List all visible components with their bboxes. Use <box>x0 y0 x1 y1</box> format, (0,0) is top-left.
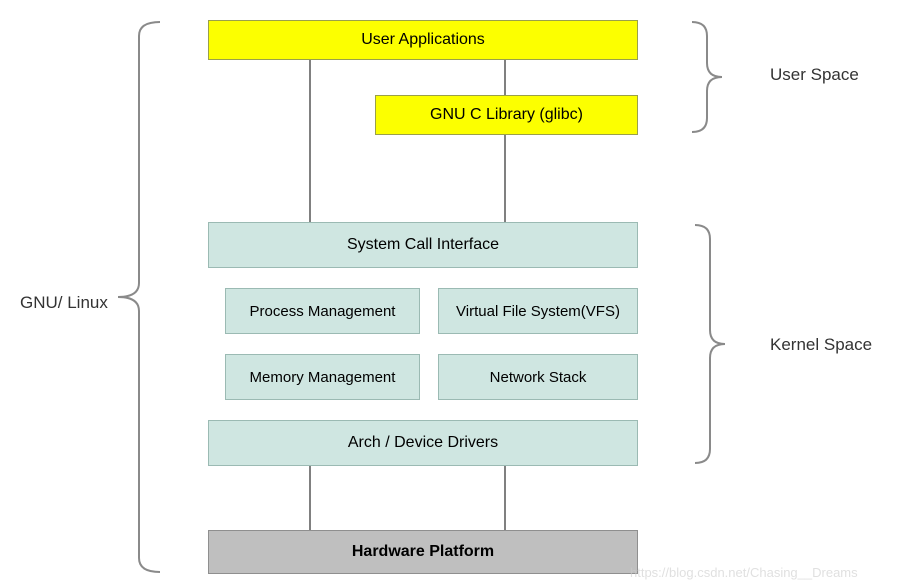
box-label: Process Management <box>250 303 396 320</box>
label-gnu-linux: GNU/ Linux <box>20 293 108 313</box>
box-label: Memory Management <box>250 369 396 386</box>
box-label: System Call Interface <box>347 236 499 254</box>
box-label: Hardware Platform <box>352 543 494 561</box>
label-kernel-space: Kernel Space <box>770 335 872 355</box>
connector-arch-to-hw-right <box>505 466 506 530</box>
brace-user-space <box>692 22 724 134</box>
connector-userapps-to-syscall <box>310 60 311 222</box>
connector-glibc-to-syscall <box>505 135 506 222</box>
box-process-management: Process Management <box>225 288 420 334</box>
diagram-canvas: User Applications GNU C Library (glibc) … <box>0 0 915 586</box>
box-user-applications: User Applications <box>208 20 638 60</box>
box-system-call-interface: System Call Interface <box>208 222 638 268</box>
box-arch-device-drivers: Arch / Device Drivers <box>208 420 638 466</box>
box-glibc: GNU C Library (glibc) <box>375 95 638 135</box>
box-memory-management: Memory Management <box>225 354 420 400</box>
box-label: Arch / Device Drivers <box>348 434 498 452</box>
box-network-stack: Network Stack <box>438 354 638 400</box>
connector-userapps-to-glibc <box>505 60 506 95</box>
box-virtual-file-system: Virtual File System(VFS) <box>438 288 638 334</box>
box-label: Virtual File System(VFS) <box>456 303 620 320</box>
brace-kernel-space <box>695 225 727 465</box>
brace-gnu-linux <box>118 22 162 574</box>
box-label: User Applications <box>361 31 485 49</box>
label-user-space: User Space <box>770 65 859 85</box>
connector-arch-to-hw-left <box>310 466 311 530</box>
watermark: https://blog.csdn.net/Chasing__Dreams <box>630 565 858 580</box>
box-hardware-platform: Hardware Platform <box>208 530 638 574</box>
box-label: Network Stack <box>490 369 587 386</box>
box-label: GNU C Library (glibc) <box>430 106 583 124</box>
